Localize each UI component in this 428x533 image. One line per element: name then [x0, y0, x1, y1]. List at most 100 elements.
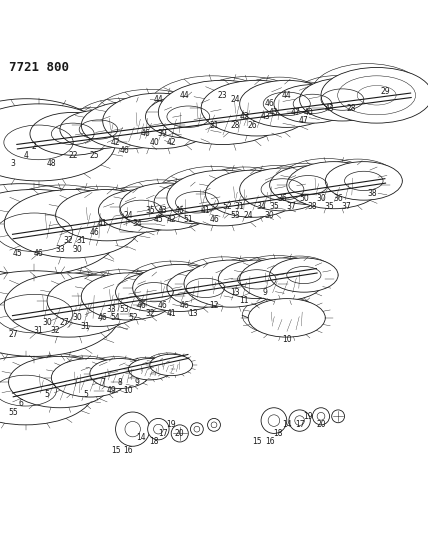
- Text: 15: 15: [252, 438, 262, 447]
- Text: 47: 47: [299, 117, 309, 125]
- Text: 52: 52: [222, 202, 232, 211]
- Text: 53: 53: [119, 305, 129, 314]
- Text: 51: 51: [184, 215, 193, 224]
- Text: 42: 42: [166, 215, 176, 224]
- Ellipse shape: [184, 260, 278, 307]
- Ellipse shape: [274, 85, 351, 123]
- Text: 41: 41: [201, 206, 210, 215]
- Text: 19: 19: [303, 412, 313, 421]
- Ellipse shape: [81, 102, 175, 149]
- Text: 30: 30: [72, 245, 82, 254]
- Text: 42: 42: [239, 112, 249, 121]
- Text: 27: 27: [59, 318, 69, 327]
- Text: 40: 40: [149, 138, 159, 147]
- Text: 31: 31: [77, 236, 86, 245]
- Text: 22: 22: [68, 151, 77, 160]
- Text: 13: 13: [188, 309, 197, 318]
- Text: 4: 4: [23, 151, 28, 160]
- Text: 26: 26: [248, 121, 257, 130]
- Text: 36: 36: [278, 193, 287, 203]
- Text: 47: 47: [291, 108, 300, 117]
- Text: 16: 16: [265, 438, 274, 447]
- Ellipse shape: [167, 269, 244, 307]
- Text: 27: 27: [8, 330, 18, 340]
- Text: 34: 34: [256, 202, 266, 211]
- Text: 31: 31: [235, 202, 244, 211]
- Text: 44: 44: [179, 91, 189, 100]
- Text: 46: 46: [34, 249, 43, 258]
- Circle shape: [289, 410, 310, 431]
- Text: 42: 42: [111, 138, 120, 147]
- Text: 46: 46: [141, 130, 150, 139]
- Text: 14: 14: [282, 421, 291, 430]
- Text: 45: 45: [154, 215, 163, 224]
- Circle shape: [148, 418, 169, 440]
- Ellipse shape: [4, 273, 133, 337]
- Text: 33: 33: [107, 305, 116, 314]
- Text: 46: 46: [179, 301, 189, 310]
- Ellipse shape: [51, 359, 128, 397]
- Ellipse shape: [248, 298, 325, 337]
- Text: 28: 28: [231, 121, 240, 130]
- Text: 24: 24: [231, 95, 240, 104]
- Text: 43: 43: [158, 206, 167, 215]
- Text: 46: 46: [175, 206, 184, 215]
- Text: 21: 21: [209, 121, 219, 130]
- Text: 5: 5: [83, 390, 88, 399]
- Text: 46: 46: [158, 301, 167, 310]
- Text: 7721 800: 7721 800: [9, 61, 68, 74]
- Ellipse shape: [240, 80, 334, 127]
- Text: 53: 53: [231, 211, 240, 220]
- Ellipse shape: [270, 166, 347, 205]
- Ellipse shape: [240, 168, 325, 211]
- Ellipse shape: [0, 189, 120, 275]
- Circle shape: [332, 410, 345, 423]
- Text: 2: 2: [32, 142, 37, 151]
- Circle shape: [312, 408, 330, 425]
- Text: 43: 43: [261, 112, 270, 121]
- Text: 7: 7: [100, 377, 105, 386]
- Text: 37: 37: [286, 202, 296, 211]
- Text: 30: 30: [72, 313, 82, 322]
- Text: 46: 46: [209, 215, 219, 224]
- Text: 12: 12: [209, 301, 219, 310]
- Text: 8: 8: [117, 377, 122, 386]
- Text: 49: 49: [107, 386, 116, 395]
- Text: 30: 30: [316, 193, 326, 203]
- Text: 32: 32: [51, 326, 60, 335]
- Text: 20: 20: [175, 429, 184, 438]
- Text: 44: 44: [154, 95, 163, 104]
- Ellipse shape: [158, 80, 287, 144]
- Text: 24: 24: [244, 211, 253, 220]
- Circle shape: [116, 412, 150, 446]
- Text: 5: 5: [45, 390, 50, 399]
- Ellipse shape: [133, 264, 227, 311]
- Text: 28: 28: [346, 103, 356, 112]
- Ellipse shape: [240, 258, 325, 301]
- Ellipse shape: [98, 189, 184, 232]
- Ellipse shape: [47, 275, 150, 326]
- Text: 32: 32: [145, 309, 155, 318]
- Text: 54: 54: [111, 313, 120, 322]
- Text: 38: 38: [368, 189, 377, 198]
- Circle shape: [261, 408, 287, 433]
- Ellipse shape: [146, 95, 231, 138]
- Ellipse shape: [4, 189, 141, 258]
- Ellipse shape: [201, 80, 312, 136]
- Ellipse shape: [56, 189, 158, 241]
- Ellipse shape: [116, 273, 193, 311]
- Ellipse shape: [270, 258, 338, 292]
- Text: 9: 9: [134, 377, 140, 386]
- Text: 35: 35: [325, 202, 334, 211]
- Ellipse shape: [0, 357, 94, 425]
- Ellipse shape: [218, 260, 295, 298]
- Text: 3: 3: [10, 159, 15, 168]
- Text: 44: 44: [282, 91, 291, 100]
- Text: 52: 52: [128, 313, 137, 322]
- Ellipse shape: [325, 161, 402, 200]
- Text: 24: 24: [124, 211, 133, 220]
- Text: 46: 46: [89, 228, 99, 237]
- Text: 30: 30: [265, 211, 274, 220]
- Text: 48: 48: [47, 159, 56, 168]
- Text: 23: 23: [218, 91, 227, 100]
